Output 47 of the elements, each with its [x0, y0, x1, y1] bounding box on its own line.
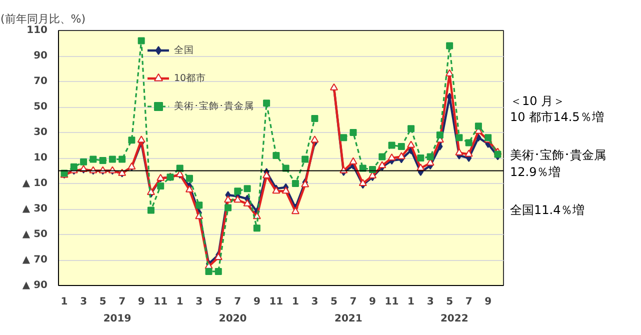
x-tick-label: 11 — [154, 296, 168, 308]
y-axis-title: (前年同月比、%) — [0, 12, 86, 26]
x-tick-label: 9 — [369, 296, 376, 308]
x-tick-label: 5 — [330, 296, 338, 308]
y-tick-label: 30 — [34, 127, 48, 138]
y-tick-label: 50 — [34, 102, 48, 112]
text: 12.9％増 — [510, 164, 562, 180]
y-tick-label: ▲ 90 — [22, 280, 48, 291]
x-tick-label: 11 — [384, 296, 399, 308]
text: 2020 — [218, 314, 247, 324]
x-tick-label: 9 — [138, 296, 145, 308]
legend-label: 10都市 — [174, 72, 208, 84]
y-tick-label: ▲ 30 — [22, 204, 48, 214]
x-tick-label: 7 — [465, 296, 472, 308]
text: 2019 — [103, 314, 132, 324]
text: ＜10 月＞ — [510, 93, 566, 110]
x-tick-label: 11 — [269, 296, 284, 308]
text: 10 都市14.5％増 — [510, 109, 605, 126]
x-tick-label: 3 — [196, 296, 203, 308]
y-tick-label: ▲ 50 — [22, 229, 48, 240]
x-tick-label: 5 — [99, 296, 106, 308]
x-tick-label: 7 — [118, 296, 126, 308]
x-tick-label: 3 — [80, 296, 88, 308]
legend-label: 美術･宝飾･貴金属 — [174, 100, 254, 112]
x-tick-label: 7 — [234, 296, 242, 308]
x-tick-label: 7 — [350, 296, 357, 308]
x-tick-label: 5 — [446, 296, 454, 308]
x-tick-label: 9 — [484, 296, 492, 308]
text: 2022 — [440, 314, 468, 324]
x-tick-label: 1 — [60, 296, 68, 308]
legend-label: 全国 — [174, 44, 195, 56]
y-tick-label: 10 — [34, 152, 48, 164]
x-tick-label: 5 — [214, 296, 222, 308]
text: 全国11.4％増 — [510, 202, 586, 218]
x-tick-label: 3 — [311, 296, 318, 308]
x-tick-label: 1 — [408, 296, 415, 308]
y-tick-label: 90 — [34, 50, 48, 62]
y-tick-label: ▲ 70 — [22, 254, 48, 266]
x-tick-label: 1 — [176, 296, 184, 308]
y-tick-label: 110 — [26, 25, 48, 36]
x-tick-label: 1 — [292, 296, 299, 308]
y-tick-label: 70 — [34, 76, 48, 87]
x-tick-label: 9 — [253, 296, 260, 308]
y-tick-label: ▲ 10 — [22, 178, 48, 189]
x-tick-label: 3 — [426, 296, 434, 308]
text: 美術･宝飾･貴金属 — [510, 147, 606, 164]
text: 2021 — [334, 314, 362, 324]
